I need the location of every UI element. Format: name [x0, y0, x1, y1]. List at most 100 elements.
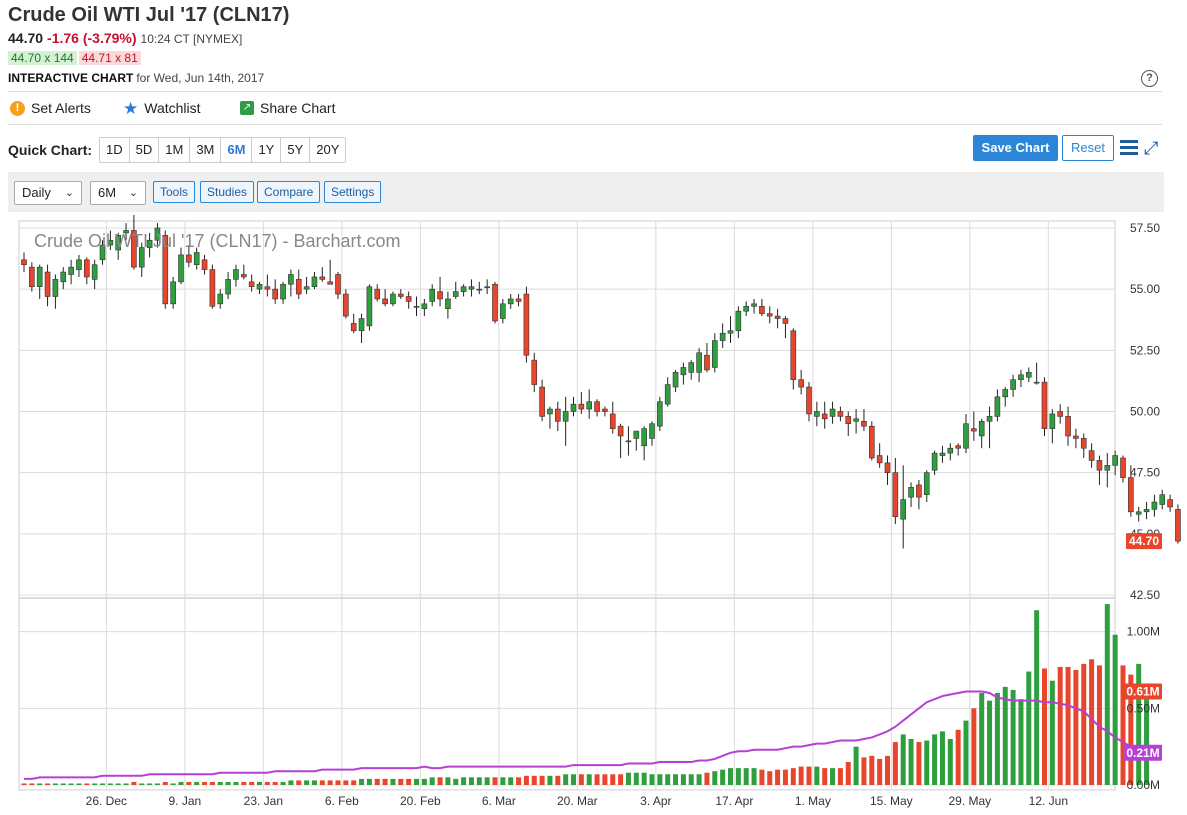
- candle-body: [413, 305, 420, 308]
- volume-bar: [971, 708, 977, 785]
- volume-bar: [1096, 665, 1102, 785]
- help-icon[interactable]: ?: [1141, 70, 1158, 87]
- volume-bar: [343, 780, 349, 785]
- range-button-20y[interactable]: 20Y: [310, 138, 346, 162]
- volume-bar: [1144, 691, 1150, 785]
- candle-body: [162, 235, 169, 305]
- range-button-6m[interactable]: 6M: [221, 138, 253, 162]
- volume-bar: [665, 774, 671, 785]
- volume-bar: [1049, 680, 1055, 785]
- volume-bar: [351, 780, 357, 785]
- volume-bar: [979, 693, 985, 785]
- volume-bar: [123, 783, 129, 785]
- volume-bar: [437, 777, 443, 785]
- volume-bar: [924, 740, 930, 785]
- time-tick-label: 29. May: [949, 794, 992, 808]
- candle-body: [295, 279, 302, 295]
- time-tick-label: 1. May: [795, 794, 831, 808]
- candle-body: [602, 408, 608, 412]
- volume-bar: [225, 781, 231, 785]
- price-volume-chart[interactable]: 57.5055.0052.5050.0047.5045.0042.501.00M…: [0, 215, 1187, 815]
- set-alerts-link[interactable]: ! Set Alerts: [10, 100, 91, 116]
- candle-body: [233, 269, 239, 280]
- tools-button[interactable]: Tools: [153, 181, 196, 203]
- volume-bar: [37, 783, 43, 785]
- volume-bar: [194, 781, 200, 785]
- volume-bar: [822, 768, 828, 785]
- candle-body: [759, 305, 765, 314]
- share-chart-label: Share Chart: [260, 100, 336, 116]
- page-title: Crude Oil WTI Jul '17 (CLN17): [8, 4, 290, 26]
- range-button-1y[interactable]: 1Y: [252, 138, 282, 162]
- share-chart-link[interactable]: ↗ Share Chart: [240, 100, 335, 116]
- candle-body: [1104, 465, 1111, 471]
- candle-body: [609, 413, 616, 429]
- candle-body: [382, 298, 388, 305]
- reset-button[interactable]: Reset: [1062, 135, 1114, 161]
- quick-chart-label: Quick Chart:: [8, 142, 93, 158]
- watchlist-link[interactable]: ★ Watchlist: [123, 100, 201, 117]
- candle-body: [288, 274, 294, 285]
- studies-button[interactable]: Studies: [200, 181, 255, 203]
- last-price-badge: [1126, 533, 1162, 550]
- range-button-5y[interactable]: 5Y: [281, 138, 311, 162]
- range-button-1d[interactable]: 1D: [100, 138, 130, 162]
- candle-body: [562, 411, 569, 422]
- volume-bar: [845, 762, 851, 785]
- candle-body: [751, 303, 757, 307]
- candle-body: [374, 288, 381, 300]
- volume-bar: [374, 778, 380, 785]
- save-chart-button[interactable]: Save Chart: [973, 135, 1058, 161]
- candle-body: [963, 423, 969, 449]
- volume-bar: [610, 774, 616, 785]
- volume-bar: [790, 768, 796, 785]
- settings-button[interactable]: Settings: [324, 181, 382, 203]
- volume-bar: [414, 778, 419, 785]
- time-tick-label: 6. Mar: [482, 794, 516, 808]
- candle-body: [429, 288, 436, 302]
- compare-button[interactable]: Compare: [257, 181, 321, 203]
- candle-body: [500, 303, 506, 319]
- candle-body: [52, 279, 59, 297]
- candle-body: [790, 330, 797, 380]
- expand-icon[interactable]: ⤢: [1144, 138, 1159, 158]
- candle-body: [107, 239, 114, 246]
- hamburger-menu-icon[interactable]: [1120, 140, 1138, 156]
- candle-body: [76, 259, 82, 270]
- range-button-3m[interactable]: 3M: [190, 138, 222, 162]
- divider: [8, 124, 1162, 125]
- candle-body: [704, 354, 710, 371]
- volume-bar: [555, 775, 561, 785]
- time-tick-label: 6. Feb: [325, 794, 359, 808]
- period-select[interactable]: Daily ⌄: [14, 181, 82, 205]
- volume-bar: [60, 783, 66, 785]
- volume-bar: [484, 777, 490, 785]
- interactive-chart-label: INTERACTIVE CHART: [8, 71, 134, 85]
- axes: 57.5055.0052.5050.0047.5045.0042.501.00M…: [86, 221, 1162, 808]
- candle-body: [1057, 411, 1063, 417]
- candle-body: [272, 288, 279, 300]
- range-button-1m[interactable]: 1M: [159, 138, 191, 162]
- candle-body: [1073, 435, 1079, 439]
- volume-bar: [916, 742, 922, 785]
- volume-bar: [178, 781, 184, 785]
- candle-body: [531, 359, 538, 385]
- candle-body: [939, 452, 946, 456]
- volume-bar: [751, 768, 757, 785]
- chart-frame: [18, 220, 1116, 791]
- price-tick-label: 50.00: [1130, 405, 1160, 419]
- candle-body: [44, 271, 51, 297]
- candle-body: [1033, 381, 1040, 384]
- volume-bar: [280, 781, 286, 785]
- volume-bar: [673, 774, 679, 785]
- candle-body: [492, 283, 498, 322]
- candle-body: [311, 276, 318, 288]
- range-button-5d[interactable]: 5D: [129, 138, 160, 162]
- candle-body: [201, 259, 208, 270]
- volume-bar: [366, 778, 372, 785]
- range-select[interactable]: 6M ⌄: [90, 181, 146, 205]
- volume-bar: [1089, 659, 1095, 785]
- candle-body: [115, 235, 121, 251]
- volume-bar: [759, 769, 765, 785]
- volume-bar: [154, 783, 160, 785]
